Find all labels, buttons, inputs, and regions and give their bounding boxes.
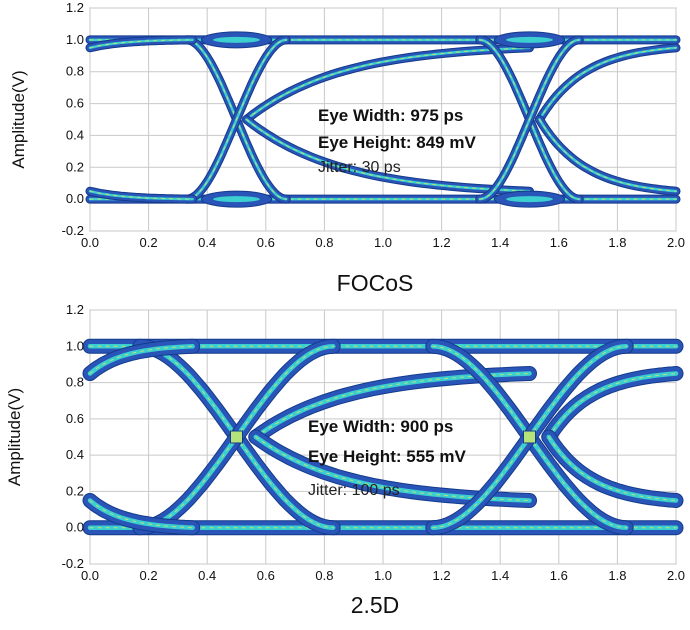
x-tick-label: 0.6 xyxy=(257,235,275,250)
x-tick-label: 1.2 xyxy=(433,568,451,583)
jitter-annotation: Jitter: 100 ps xyxy=(308,482,400,499)
rise-transition-hot xyxy=(186,39,287,200)
eye-height-annotation: Eye Height: 555 mV xyxy=(308,447,466,466)
y-tick-label: 1.0 xyxy=(66,32,84,47)
x-tick-label: 1.4 xyxy=(491,568,509,583)
x-tick-label: 1.2 xyxy=(433,235,451,250)
eye-width-annotation: Eye Width: 975 ps xyxy=(318,106,463,125)
eye-traces xyxy=(85,31,681,208)
y-tick-label: 1.0 xyxy=(66,338,84,353)
rail-bulge-core xyxy=(213,196,260,203)
fococs-eye-panel: -0.20.00.20.40.60.81.01.2 0.0 0.2 0.4 0.6 0.… xyxy=(9,0,685,296)
entry-low-hot xyxy=(89,500,194,529)
y-axis-label: Amplitude(V) xyxy=(9,70,28,168)
rise-transition-hot xyxy=(479,39,580,200)
x-tick-label: 0.2 xyxy=(140,568,158,583)
y-tick-label: 0.2 xyxy=(66,159,84,174)
y-tick-label: -0.2 xyxy=(62,223,84,238)
y-tick-label: 0.6 xyxy=(66,96,84,111)
x-tick-label: 0.0 xyxy=(81,235,99,250)
y-tick-labels: -0.2 0.0 0.2 0.4 0.6 0.8 1.0 1.2 xyxy=(62,302,84,571)
x-tick-label: 1.6 xyxy=(550,235,568,250)
jitter-annotation: Jitter: 30 ps xyxy=(318,159,401,176)
y-tick-label: 0.0 xyxy=(66,191,84,206)
x-tick-label: 0.6 xyxy=(257,568,275,583)
x-axis-label: 2.5D xyxy=(351,592,400,618)
y-tick-label: 1.2 xyxy=(66,0,84,15)
rise-settle-hot xyxy=(246,47,530,120)
x-tick-label: 0.4 xyxy=(198,235,216,250)
x-tick-labels: 0.0 0.2 0.4 0.6 0.8 1.0 1.2 1.4 1.6 1.8 2.0 xyxy=(81,568,685,583)
crossing-marker xyxy=(523,430,536,444)
y-tick-label: -0.2 xyxy=(62,556,84,571)
rail-bulge-core xyxy=(506,196,553,203)
y-tick-labels: -0.2 0.0 0.2 0.4 0.6 0.8 1.0 1.2 xyxy=(62,0,84,238)
x-tick-label: 0.0 xyxy=(81,568,99,583)
x-tick-label: 1.0 xyxy=(374,235,392,250)
y-tick-label: 0.2 xyxy=(66,483,84,498)
y-axis-label: Amplitude(V) xyxy=(5,388,24,486)
crossing-marker xyxy=(230,430,243,444)
fall-settle-fill xyxy=(243,116,533,195)
rail-bulge-core xyxy=(506,36,553,43)
entry-high-hot xyxy=(89,39,194,49)
rise-settle-hot xyxy=(539,47,677,120)
x-axis-label: FOCoS xyxy=(337,270,414,296)
y-tick-label: 0.4 xyxy=(66,127,84,142)
entry-high-hot xyxy=(89,345,194,374)
x-tick-label: 0.8 xyxy=(315,235,333,250)
x-tick-label: 1.8 xyxy=(608,568,626,583)
y-tick-label: 0.6 xyxy=(66,411,84,426)
2-5d-eye-panel: -0.20.00.20.40.60.81.01.2 0.0 0.2 0.4 0.6 0.… xyxy=(5,302,685,618)
x-tick-label: 1.4 xyxy=(491,235,509,250)
eye-width-annotation: Eye Width: 900 ps xyxy=(308,417,453,436)
x-tick-label: 1.0 xyxy=(374,568,392,583)
x-tick-label: 0.8 xyxy=(315,568,333,583)
y-tick-label: 0.4 xyxy=(66,447,84,462)
x-tick-label: 2.0 xyxy=(667,235,685,250)
fall-settle-hot xyxy=(548,436,677,501)
entry-low-hot xyxy=(89,190,194,200)
x-tick-label: 2.0 xyxy=(667,568,685,583)
x-tick-label: 1.6 xyxy=(550,568,568,583)
y-tick-label: 1.2 xyxy=(66,302,84,317)
x-tick-labels: 0.0 0.2 0.4 0.6 0.8 1.0 1.2 1.4 1.6 1.8 2.0 xyxy=(81,235,685,250)
rise-settle-hot xyxy=(548,373,677,438)
y-tick-label: 0.8 xyxy=(66,375,84,390)
x-tick-label: 0.2 xyxy=(140,235,158,250)
fall-settle-hot xyxy=(539,119,677,192)
x-tick-label: 0.4 xyxy=(198,568,216,583)
y-tick-label: 0.0 xyxy=(66,520,84,535)
fall-settle-hot xyxy=(246,119,530,192)
eye-height-annotation: Eye Height: 849 mV xyxy=(318,133,476,152)
y-tick-label: 0.8 xyxy=(66,64,84,79)
x-tick-label: 1.8 xyxy=(608,235,626,250)
rail-bulge-core xyxy=(213,36,260,43)
eye-traces xyxy=(82,338,684,536)
